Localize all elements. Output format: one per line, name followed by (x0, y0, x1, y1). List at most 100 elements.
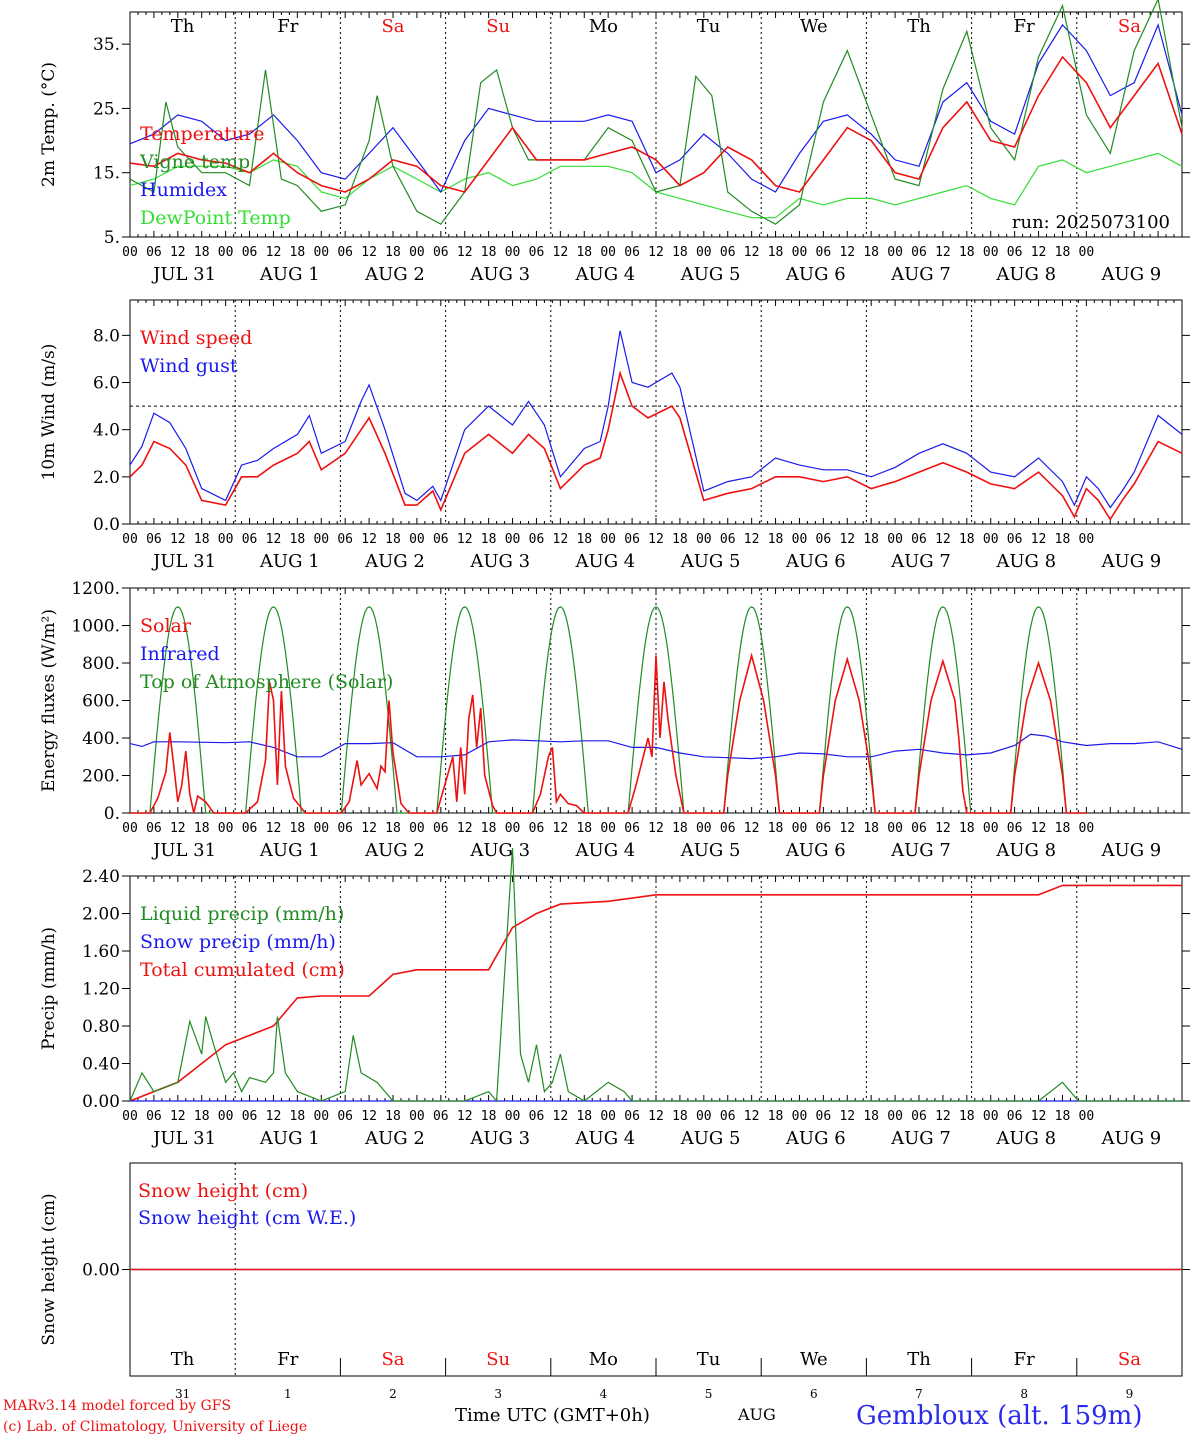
day-name-label: Th (907, 1349, 931, 1370)
hour-label: 00 (218, 821, 234, 836)
hour-label: 18 (768, 821, 784, 836)
date-label: AUG 1 (259, 264, 320, 285)
hour-label: 06 (529, 821, 545, 836)
day-name-label: Fr (1014, 1349, 1035, 1370)
hour-label: 18 (959, 532, 975, 547)
day-number-label: 6 (810, 1387, 818, 1401)
day-number-label: 3 (494, 1387, 502, 1401)
date-label: AUG 8 (995, 840, 1056, 861)
hour-label: 06 (433, 532, 449, 547)
hour-label: 18 (290, 1109, 306, 1124)
legend-entry: Wind speed (140, 327, 252, 349)
series-line-solar (130, 652, 1087, 814)
legend-entry: Wind gust (140, 355, 238, 377)
hour-label: 18 (576, 1109, 592, 1124)
series-line-total-cumulated-cm- (129, 884, 1182, 1102)
day-name-label: Tu (697, 1349, 721, 1370)
hour-label: 06 (337, 821, 353, 836)
hour-label: 06 (816, 821, 832, 836)
day-name-label: We (800, 16, 828, 37)
hour-label: 00 (122, 245, 138, 260)
hour-label: 06 (529, 532, 545, 547)
y-tick-label: 1200. (71, 579, 120, 599)
hour-label: 12 (648, 821, 664, 836)
hour-label: 06 (337, 1109, 353, 1124)
hour-label: 18 (576, 532, 592, 547)
y-axis-label: Energy fluxes (W/m²) (39, 609, 59, 792)
legend-entry: Snow precip (mm/h) (140, 931, 336, 953)
hour-label: 00 (696, 1109, 712, 1124)
hour-label: 00 (218, 1109, 234, 1124)
y-tick-label: 0.00 (82, 1261, 120, 1281)
hour-label: 12 (266, 1109, 282, 1124)
date-label: AUG 5 (680, 1128, 741, 1149)
hour-label: 18 (959, 245, 975, 260)
date-label: AUG 4 (575, 840, 636, 861)
day-name-label: Mo (589, 1349, 618, 1370)
hour-label: 12 (744, 821, 760, 836)
hour-label: 00 (505, 1109, 521, 1124)
hour-label: 06 (529, 245, 545, 260)
date-label: AUG 7 (890, 264, 951, 285)
hour-label: 18 (385, 1109, 401, 1124)
hour-label: 00 (887, 821, 903, 836)
day-number-label: 8 (1020, 1387, 1028, 1401)
hour-label: 12 (935, 532, 951, 547)
date-label: JUL 31 (151, 840, 216, 861)
hour-label: 12 (361, 245, 377, 260)
hour-label: 18 (959, 1109, 975, 1124)
hour-label: 00 (600, 821, 616, 836)
date-label: AUG 9 (1101, 1128, 1162, 1149)
series-line-liquid-precip-mm-h- (129, 847, 1182, 1103)
legend-entry: Solar (140, 615, 192, 637)
hour-label: 18 (863, 821, 879, 836)
day-name-label: Su (486, 16, 510, 37)
date-label: AUG 2 (364, 840, 425, 861)
hour-label: 12 (361, 1109, 377, 1124)
hour-label: 00 (792, 821, 808, 836)
hour-label: 06 (146, 532, 162, 547)
hour-label: 00 (600, 1109, 616, 1124)
hour-label: 18 (481, 1109, 497, 1124)
date-label: AUG 1 (259, 1128, 320, 1149)
hour-label: 06 (1007, 821, 1023, 836)
hour-label: 18 (672, 821, 688, 836)
y-tick-label: 0.0 (93, 515, 120, 535)
date-label: AUG 4 (575, 551, 636, 572)
y-tick-label: 0.00 (82, 1092, 120, 1112)
hour-label: 12 (457, 532, 473, 547)
hour-label: 00 (313, 532, 329, 547)
hour-label: 12 (839, 1109, 855, 1124)
hour-label: 18 (290, 821, 306, 836)
hour-label: 18 (481, 245, 497, 260)
day-name-label: Sa (381, 1349, 404, 1370)
hour-label: 12 (648, 1109, 664, 1124)
hour-label: 12 (839, 245, 855, 260)
hour-label: 00 (122, 1109, 138, 1124)
run-label: run: 2025073100 (1012, 212, 1170, 233)
hour-label: 06 (242, 1109, 258, 1124)
date-label: AUG 3 (469, 1128, 530, 1149)
legend-entry: Snow height (cm) (138, 1180, 308, 1202)
hour-label: 18 (1055, 821, 1071, 836)
date-label: AUG 6 (785, 840, 846, 861)
hour-label: 18 (385, 532, 401, 547)
hour-label: 12 (648, 245, 664, 260)
hour-label: 18 (194, 1109, 210, 1124)
series-line-temperature (129, 55, 1183, 193)
hour-label: 18 (194, 245, 210, 260)
hour-label: 06 (1007, 532, 1023, 547)
hour-label: 00 (696, 245, 712, 260)
hour-label: 18 (290, 532, 306, 547)
y-tick-label: 6.0 (93, 374, 120, 394)
hour-label: 12 (553, 532, 569, 547)
hour-label: 18 (385, 245, 401, 260)
hour-label: 06 (816, 1109, 832, 1124)
legend-entry: Infrared (140, 643, 220, 665)
hour-label: 18 (672, 532, 688, 547)
date-label: JUL 31 (151, 264, 216, 285)
hour-label: 00 (313, 245, 329, 260)
hour-label: 12 (935, 821, 951, 836)
series-line-humidex (129, 23, 1183, 194)
